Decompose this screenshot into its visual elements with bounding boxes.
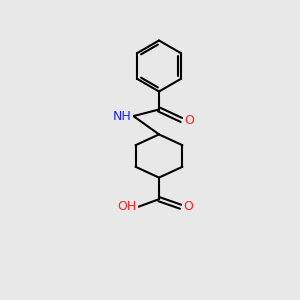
Text: NH: NH (113, 110, 132, 123)
Text: NH: NH (113, 110, 132, 123)
Text: O: O (183, 200, 193, 213)
Text: OH: OH (117, 200, 136, 213)
Text: O: O (184, 113, 194, 127)
Text: OH: OH (117, 200, 136, 213)
Text: O: O (183, 200, 193, 213)
Text: O: O (184, 113, 194, 127)
